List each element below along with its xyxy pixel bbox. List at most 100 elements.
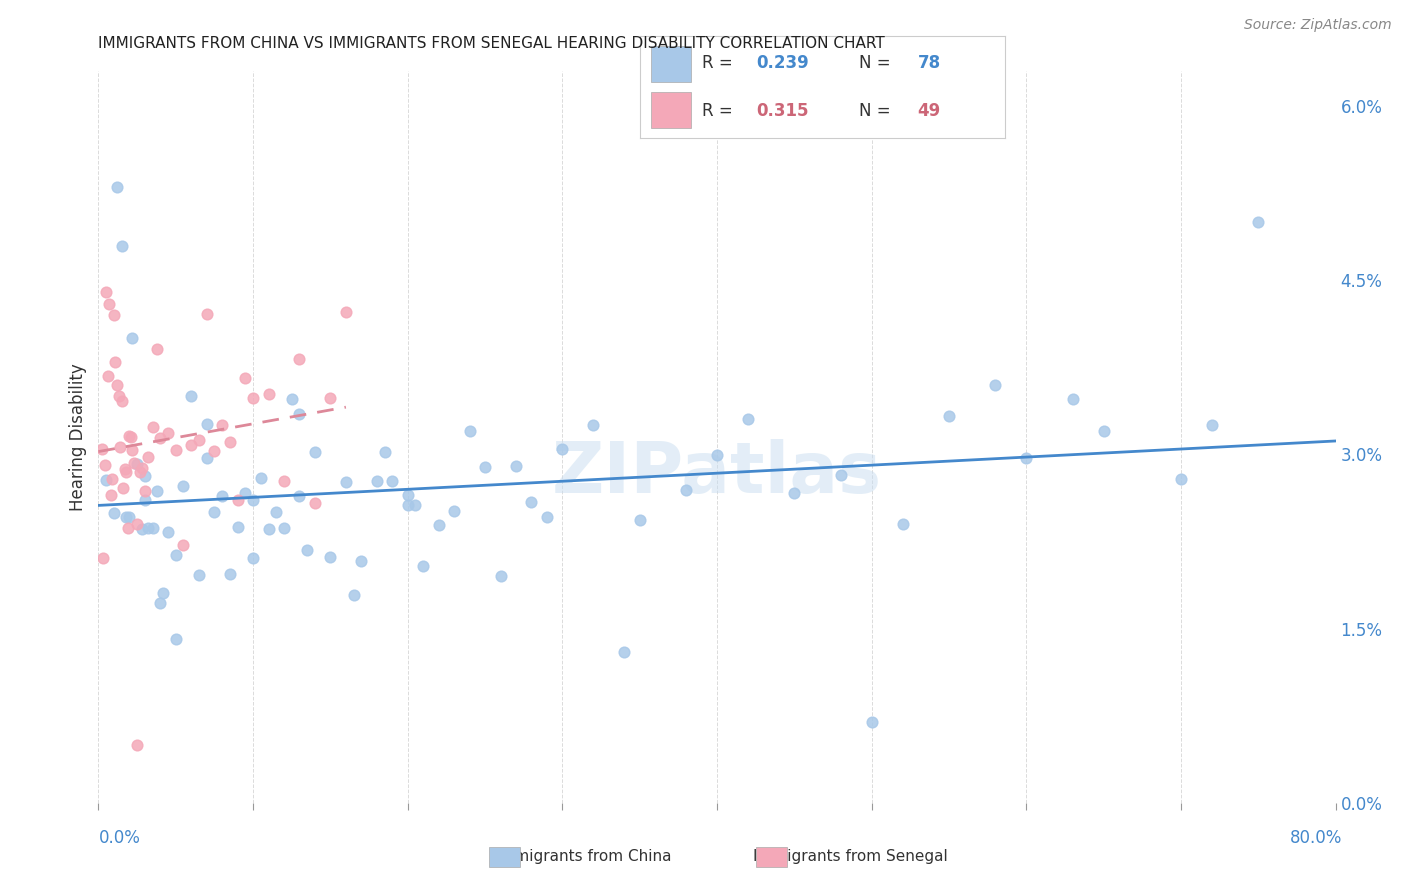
Point — [984, 378, 1007, 392]
Point — [366, 474, 388, 488]
Text: Immigrants from China: Immigrants from China — [495, 849, 672, 863]
Point — [443, 504, 465, 518]
Point — [100, 488, 122, 502]
Point — [149, 596, 172, 610]
Point — [335, 475, 357, 489]
Point — [96, 285, 118, 299]
Point — [242, 492, 264, 507]
Point — [173, 478, 195, 492]
Point — [146, 483, 169, 498]
Point — [304, 496, 326, 510]
Point — [129, 465, 152, 479]
Point — [211, 417, 233, 432]
Point — [152, 586, 174, 600]
Point — [157, 525, 180, 540]
Point — [489, 569, 512, 583]
Point — [107, 389, 129, 403]
Point — [505, 459, 527, 474]
Point — [860, 714, 883, 729]
Point — [396, 498, 419, 512]
Point — [350, 554, 373, 568]
Point — [335, 305, 357, 319]
Point — [146, 343, 169, 357]
Text: R =: R = — [702, 54, 738, 72]
Point — [830, 467, 852, 482]
Text: Immigrants from Senegal: Immigrants from Senegal — [754, 849, 948, 863]
Point — [165, 442, 187, 457]
Point — [412, 558, 434, 573]
Point — [173, 538, 195, 552]
Point — [111, 238, 134, 252]
Point — [582, 417, 605, 432]
Point — [235, 371, 257, 385]
Point — [120, 430, 142, 444]
Point — [195, 417, 218, 431]
Point — [1247, 215, 1270, 229]
Point — [91, 550, 114, 565]
Point — [98, 296, 121, 310]
Point — [343, 588, 366, 602]
Point — [118, 510, 141, 524]
Point — [297, 543, 319, 558]
Point — [195, 450, 218, 465]
Point — [1201, 418, 1223, 433]
Point — [180, 438, 202, 452]
Point — [204, 444, 226, 458]
Point — [157, 426, 180, 441]
Point — [288, 407, 311, 421]
Text: 49: 49 — [918, 102, 941, 120]
Point — [219, 434, 242, 449]
Point — [118, 428, 141, 442]
Point — [121, 443, 143, 458]
Point — [112, 482, 135, 496]
Text: ZIPatlas: ZIPatlas — [553, 439, 882, 508]
Point — [226, 492, 249, 507]
Point — [628, 513, 651, 527]
Point — [1062, 392, 1084, 407]
Point — [165, 549, 187, 563]
Point — [127, 738, 149, 752]
Point — [136, 521, 159, 535]
Point — [134, 484, 156, 499]
Point — [273, 521, 295, 535]
Point — [149, 431, 172, 445]
Text: 0.239: 0.239 — [756, 54, 810, 72]
Point — [122, 456, 145, 470]
Point — [319, 550, 342, 565]
Point — [304, 444, 326, 458]
Point — [891, 516, 914, 531]
Point — [142, 420, 165, 434]
Point — [131, 460, 153, 475]
Text: R =: R = — [702, 102, 738, 120]
Point — [242, 551, 264, 566]
Point — [706, 448, 728, 462]
Point — [136, 450, 159, 465]
Point — [96, 474, 118, 488]
Point — [121, 331, 143, 345]
Text: IMMIGRANTS FROM CHINA VS IMMIGRANTS FROM SENEGAL HEARING DISABILITY CORRELATION : IMMIGRANTS FROM CHINA VS IMMIGRANTS FROM… — [98, 36, 886, 51]
Point — [134, 468, 156, 483]
Text: 80.0%: 80.0% — [1291, 830, 1343, 847]
Point — [211, 489, 233, 503]
Text: N =: N = — [859, 102, 896, 120]
Point — [90, 442, 112, 457]
Point — [250, 471, 273, 485]
Point — [536, 509, 558, 524]
Point — [281, 392, 304, 406]
Point — [737, 412, 759, 426]
Point — [1015, 451, 1038, 466]
Point — [188, 567, 211, 582]
Point — [127, 458, 149, 472]
Point — [273, 474, 295, 488]
Point — [195, 307, 218, 321]
Point — [101, 472, 124, 486]
Point — [108, 440, 131, 454]
Point — [103, 506, 125, 520]
Point — [1092, 424, 1115, 438]
Point — [134, 492, 156, 507]
Text: N =: N = — [859, 54, 896, 72]
Point — [381, 475, 404, 489]
Point — [188, 433, 211, 447]
Point — [105, 377, 128, 392]
Point — [117, 521, 139, 535]
